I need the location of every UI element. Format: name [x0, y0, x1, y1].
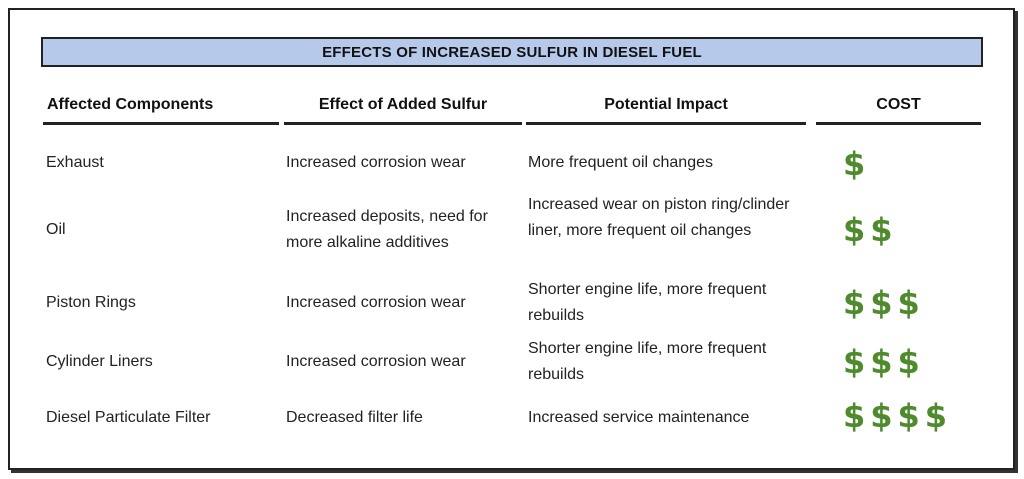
table-frame: EFFECTS OF INCREASED SULFUR IN DIESEL FU…: [8, 8, 1015, 470]
row-cost: $$: [843, 211, 898, 249]
row-impact: Shorter engine life, more frequent rebui…: [528, 340, 767, 383]
row-component: Piston Rings: [46, 294, 136, 311]
header-affected-components: Affected Components: [43, 94, 279, 125]
row-impact: Increased service maintenance: [528, 409, 750, 426]
row-cost: $$$: [843, 284, 925, 322]
row-component: Cylinder Liners: [46, 353, 153, 370]
row-effect: Increased corrosion wear: [286, 154, 466, 171]
row-effect: Increased corrosion wear: [286, 294, 466, 311]
row-impact: Increased wear on piston ring/clinder li…: [528, 196, 790, 239]
row-cost: $$$: [843, 343, 925, 381]
header-cost: COST: [816, 94, 981, 125]
row-component: Diesel Particulate Filter: [46, 409, 211, 426]
row-impact: More frequent oil changes: [528, 154, 713, 171]
row-component: Exhaust: [46, 154, 104, 171]
row-effect: Increased deposits, need for more alkali…: [286, 208, 488, 251]
row-cost: $: [843, 145, 871, 183]
header-effect-of-added-sulfur: Effect of Added Sulfur: [284, 94, 522, 125]
table-title: EFFECTS OF INCREASED SULFUR IN DIESEL FU…: [41, 37, 983, 67]
row-component: Oil: [46, 221, 66, 238]
header-potential-impact: Potential Impact: [526, 94, 806, 125]
row-effect: Increased corrosion wear: [286, 353, 466, 370]
row-cost: $$$$: [843, 397, 953, 435]
row-impact: Shorter engine life, more frequent rebui…: [528, 281, 767, 324]
row-effect: Decreased filter life: [286, 409, 423, 426]
